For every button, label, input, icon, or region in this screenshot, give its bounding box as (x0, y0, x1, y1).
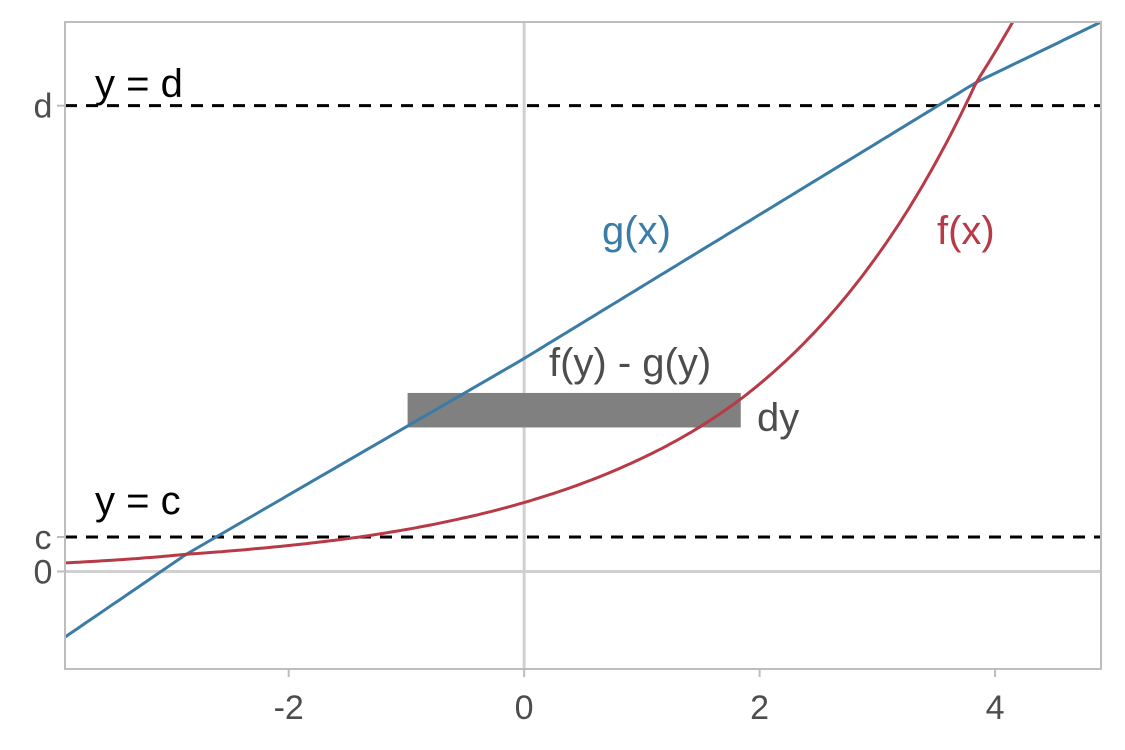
y-tick-label: d (34, 88, 53, 126)
annotation-f-label: f(x) (937, 209, 995, 253)
x-tick-label: 4 (986, 689, 1005, 727)
zero-axis-lines (65, 22, 1101, 669)
y-tick-label: c (35, 519, 52, 557)
reference-lines (65, 104, 1101, 539)
annotation-y-equals-d: y = d (95, 62, 183, 106)
plot-border (64, 21, 1102, 670)
annotation-g-label: g(x) (602, 209, 671, 253)
x-tick-label: 0 (515, 689, 534, 727)
series-layer (64, 20, 1102, 639)
x-axis: -2 0 2 4 (274, 669, 1005, 727)
x-tick-label: 2 (750, 689, 769, 727)
annotation-difference-label: f(y) - g(y) (549, 341, 711, 385)
y-axis: 0c d (34, 88, 65, 592)
annotation-dy-label: dy (757, 396, 799, 440)
annotation-y-equals-c: y = c (95, 479, 181, 523)
plot-background (65, 22, 1101, 669)
curve-fx (64, 21, 1015, 565)
strip-layer (407, 392, 741, 428)
x-tick-label: -2 (274, 689, 304, 727)
curve-gx (64, 20, 1102, 639)
y-tick-label: 0 (34, 554, 53, 592)
dy-strip (407, 392, 741, 428)
